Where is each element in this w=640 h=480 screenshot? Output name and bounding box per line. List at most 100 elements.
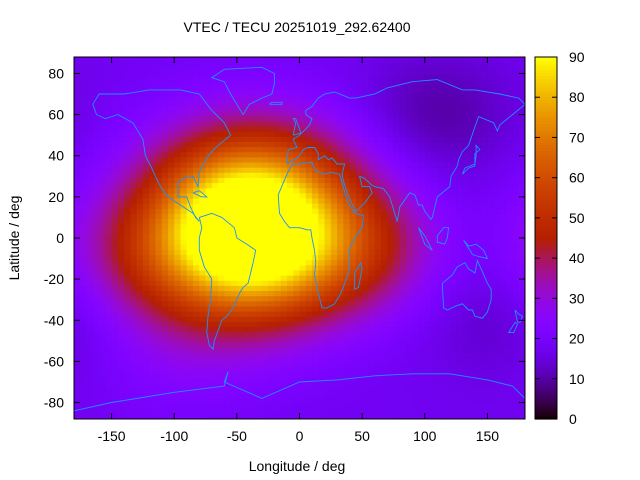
heatmap-cell xyxy=(105,136,113,142)
heatmap-cell xyxy=(474,161,482,168)
heatmap-cell xyxy=(474,69,482,76)
heatmap-cell xyxy=(180,167,188,173)
heatmap-cell xyxy=(218,254,225,261)
heatmap-cell xyxy=(261,398,269,405)
heatmap-cell xyxy=(374,172,382,178)
heatmap-cell xyxy=(155,305,163,312)
heatmap-cell xyxy=(474,110,482,117)
heatmap-cell xyxy=(218,341,225,348)
heatmap-cell xyxy=(167,341,175,348)
heatmap-cell xyxy=(443,239,451,245)
heatmap-cell xyxy=(255,321,263,328)
heatmap-cell xyxy=(268,197,276,204)
heatmap-cell xyxy=(199,136,207,142)
heatmap-cell xyxy=(199,64,207,70)
heatmap-cell xyxy=(462,321,470,328)
heatmap-cell xyxy=(318,203,326,209)
heatmap-cell xyxy=(405,120,413,127)
heatmap-cell xyxy=(355,192,363,199)
heatmap-cell xyxy=(268,182,276,189)
heatmap-cell xyxy=(155,59,163,65)
heatmap-cell xyxy=(362,264,369,271)
heatmap-cell xyxy=(362,228,369,235)
heatmap-cell xyxy=(243,64,250,70)
heatmap-cell xyxy=(199,115,207,122)
heatmap-cell xyxy=(149,331,157,338)
heatmap-cell xyxy=(474,89,482,96)
heatmap-cell xyxy=(305,100,313,106)
heatmap-cell xyxy=(481,213,489,220)
heatmap-cell xyxy=(180,290,188,297)
heatmap-cell xyxy=(180,280,188,286)
heatmap-cell xyxy=(324,372,332,379)
heatmap-cell xyxy=(130,357,138,364)
heatmap-cell xyxy=(468,203,476,209)
heatmap-cell xyxy=(199,131,207,137)
heatmap-cell xyxy=(349,136,357,142)
heatmap-cell xyxy=(142,244,150,250)
heatmap-cell xyxy=(205,264,213,271)
heatmap-cell xyxy=(130,388,138,394)
heatmap-cell xyxy=(255,275,263,281)
heatmap-cell xyxy=(249,141,257,148)
heatmap-cell xyxy=(405,115,413,122)
heatmap-cell xyxy=(368,197,376,204)
heatmap-cell xyxy=(443,372,451,379)
heatmap-cell xyxy=(362,280,369,286)
heatmap-cell xyxy=(105,187,113,194)
heatmap-cell xyxy=(286,213,294,220)
heatmap-cell xyxy=(493,413,501,419)
heatmap-cell xyxy=(349,413,357,419)
heatmap-cell xyxy=(205,203,213,209)
heatmap-cell xyxy=(130,290,138,297)
heatmap-cell xyxy=(456,249,463,256)
heatmap-cell xyxy=(349,218,357,225)
heatmap-cell xyxy=(374,239,382,245)
heatmap-cell xyxy=(305,377,313,384)
heatmap-cell xyxy=(293,285,301,292)
heatmap-cell xyxy=(374,326,382,333)
heatmap-cell xyxy=(368,393,376,400)
heatmap-cell xyxy=(437,367,445,374)
heatmap-cell xyxy=(518,398,525,405)
heatmap-cell xyxy=(449,316,457,322)
heatmap-cell xyxy=(124,280,131,286)
heatmap-cell xyxy=(149,233,157,240)
heatmap-cell xyxy=(456,290,463,297)
heatmap-cell xyxy=(312,269,319,276)
heatmap-cell xyxy=(337,259,344,266)
heatmap-cell xyxy=(155,336,163,343)
heatmap-cell xyxy=(387,100,395,106)
heatmap-cell xyxy=(211,244,219,250)
heatmap-cell xyxy=(405,388,413,394)
heatmap-cell xyxy=(506,316,514,322)
heatmap-cell xyxy=(293,141,301,148)
heatmap-cell xyxy=(167,372,175,379)
heatmap-cell xyxy=(280,192,288,199)
heatmap-cell xyxy=(349,161,357,168)
heatmap-cell xyxy=(268,290,276,297)
heatmap-cell xyxy=(412,208,420,214)
heatmap-cell xyxy=(481,300,489,307)
heatmap-cell xyxy=(424,156,432,163)
heatmap-cell xyxy=(236,398,244,405)
heatmap-cell xyxy=(236,254,244,261)
heatmap-cell xyxy=(218,89,225,96)
heatmap-cell xyxy=(337,408,344,415)
heatmap-cell xyxy=(293,331,301,338)
heatmap-cell xyxy=(211,218,219,225)
heatmap-cell xyxy=(368,218,376,225)
heatmap-cell xyxy=(224,172,232,178)
heatmap-cell xyxy=(380,223,388,230)
heatmap-cell xyxy=(493,239,501,245)
heatmap-cell xyxy=(211,95,219,101)
heatmap-cell xyxy=(230,403,238,410)
heatmap-cell xyxy=(418,254,426,261)
heatmap-cell xyxy=(124,136,131,142)
heatmap-cell xyxy=(487,218,495,225)
heatmap-cell xyxy=(512,74,520,81)
heatmap-cell xyxy=(387,79,395,86)
heatmap-cell xyxy=(230,197,238,204)
heatmap-cell xyxy=(468,182,476,189)
heatmap-cell xyxy=(99,203,106,209)
